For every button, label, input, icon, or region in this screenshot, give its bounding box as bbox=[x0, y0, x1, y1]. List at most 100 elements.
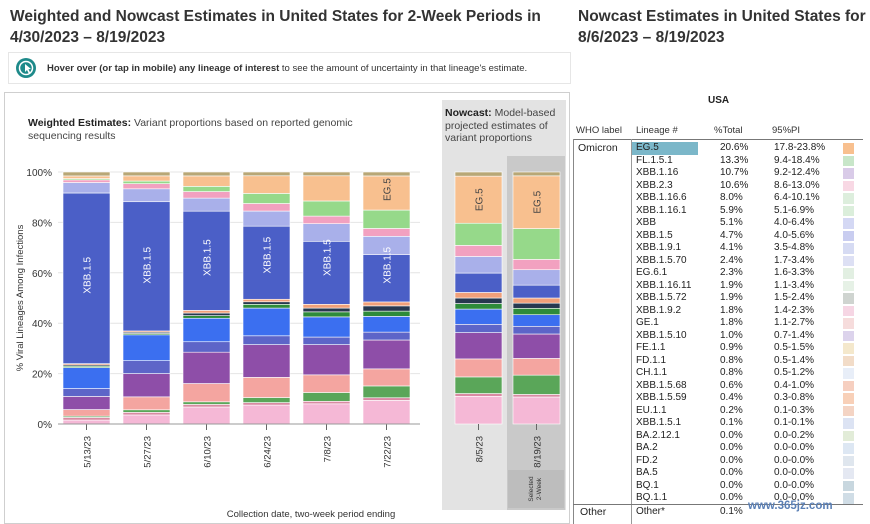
bar-segment[interactable] bbox=[362, 331, 411, 341]
bar-segment[interactable] bbox=[62, 171, 111, 177]
bar-segment[interactable] bbox=[182, 401, 231, 405]
lineage-row[interactable]: BA.5 0.0% 0.0-0.0% bbox=[632, 467, 862, 480]
bar-segment[interactable] bbox=[182, 406, 231, 425]
bar-segment[interactable] bbox=[242, 301, 291, 305]
bar-segment[interactable] bbox=[454, 308, 503, 325]
lineage-row[interactable]: BA.2 0.0% 0.0-0.0% bbox=[632, 442, 862, 455]
bar-segment[interactable] bbox=[182, 351, 231, 384]
lineage-row[interactable]: XBB.1.9.1 4.1% 3.5-4.8% bbox=[632, 242, 862, 255]
bar-segment[interactable] bbox=[122, 373, 171, 398]
bar-segment[interactable] bbox=[242, 307, 291, 337]
bar-segment[interactable] bbox=[302, 200, 351, 217]
bar-segment[interactable] bbox=[512, 374, 561, 395]
lineage-row[interactable]: XBB.1.5.59 0.4% 0.3-0.8% bbox=[632, 392, 862, 405]
lineage-row[interactable]: XBB.1.5.68 0.6% 0.4-1.0% bbox=[632, 380, 862, 393]
bar-segment[interactable] bbox=[302, 374, 351, 393]
bar-segment[interactable] bbox=[454, 396, 503, 425]
bar-segment[interactable] bbox=[362, 385, 411, 399]
bar-segment[interactable] bbox=[362, 301, 411, 307]
bar-segment[interactable] bbox=[454, 292, 503, 299]
bar-segment[interactable] bbox=[302, 403, 351, 425]
bar-segment[interactable] bbox=[242, 203, 291, 212]
bar-segment[interactable] bbox=[512, 314, 561, 327]
bar-segment[interactable] bbox=[182, 186, 231, 192]
bar-segment[interactable] bbox=[182, 175, 231, 187]
bar-segment[interactable] bbox=[122, 334, 171, 361]
bar-segment[interactable] bbox=[122, 171, 171, 177]
bar-segment[interactable] bbox=[242, 397, 291, 403]
bar-segment[interactable] bbox=[242, 171, 291, 177]
bar-segment[interactable] bbox=[182, 191, 231, 199]
bar-segment[interactable] bbox=[62, 409, 111, 417]
bar-segment[interactable] bbox=[302, 316, 351, 338]
lineage-row[interactable]: BQ.1.1 0.0% 0.0-0.0% bbox=[632, 492, 862, 505]
bar-segment[interactable] bbox=[182, 210, 231, 311]
bar-segment[interactable] bbox=[454, 332, 503, 360]
bar-segment[interactable] bbox=[122, 414, 171, 425]
lineage-row[interactable]: BQ.1 0.0% 0.0-0.0% bbox=[632, 480, 862, 493]
bar-segment[interactable] bbox=[62, 367, 111, 389]
bar-segment[interactable] bbox=[122, 409, 171, 413]
bar-segment[interactable] bbox=[454, 324, 503, 333]
bar-segment[interactable] bbox=[362, 368, 411, 387]
lineage-row[interactable]: XBB.1.5.10 1.0% 0.7-1.4% bbox=[632, 330, 862, 343]
bar-segment[interactable] bbox=[242, 402, 291, 406]
bar-segment[interactable] bbox=[302, 344, 351, 376]
bar-segment[interactable] bbox=[454, 376, 503, 394]
lineage-row[interactable]: EG.6.1 2.3% 1.6-3.3% bbox=[632, 267, 862, 280]
bar-segment[interactable] bbox=[454, 175, 503, 224]
bar-segment[interactable] bbox=[62, 175, 111, 179]
bar-segment[interactable] bbox=[242, 210, 291, 227]
bar-segment[interactable] bbox=[62, 192, 111, 364]
lineage-row[interactable]: XBB.1.16.6 8.0% 6.4-10.1% bbox=[632, 192, 862, 205]
bar-segment[interactable] bbox=[242, 303, 291, 309]
lineage-row[interactable]: XBB.1.5.1 0.1% 0.1-0.1% bbox=[632, 417, 862, 430]
bar-segment[interactable] bbox=[302, 215, 351, 224]
bar-segment[interactable] bbox=[242, 225, 291, 300]
bar-segment[interactable] bbox=[454, 222, 503, 246]
bar-segment[interactable] bbox=[454, 256, 503, 274]
bar-segment[interactable] bbox=[512, 284, 561, 299]
bar-segment[interactable] bbox=[62, 388, 111, 397]
bar-segment[interactable] bbox=[362, 209, 411, 229]
bar-segment[interactable] bbox=[302, 303, 351, 309]
lineage-row[interactable]: EG.5 20.6% 17.8-23.8% bbox=[632, 142, 862, 155]
bar-segment[interactable] bbox=[182, 383, 231, 403]
bar-segment[interactable] bbox=[182, 317, 231, 343]
lineage-row[interactable]: EU.1.1 0.2% 0.1-0.3% bbox=[632, 405, 862, 418]
lineage-row[interactable]: XBB.2.3 10.6% 8.6-13.0% bbox=[632, 180, 862, 193]
lineage-row[interactable]: XBB.1.16.11 1.9% 1.1-3.4% bbox=[632, 280, 862, 293]
lineage-row[interactable]: GE.1 1.8% 1.1-2.7% bbox=[632, 317, 862, 330]
bar-segment[interactable] bbox=[182, 171, 231, 177]
bar-segment[interactable] bbox=[512, 297, 561, 304]
bar-segment[interactable] bbox=[182, 404, 231, 408]
bar-segment[interactable] bbox=[302, 171, 351, 177]
bar-segment[interactable] bbox=[454, 245, 503, 257]
bar-segment[interactable] bbox=[512, 396, 561, 425]
bar-segment[interactable] bbox=[122, 175, 171, 182]
lineage-row[interactable]: FE.1.1 0.9% 0.5-1.5% bbox=[632, 342, 862, 355]
bar-segment[interactable] bbox=[122, 412, 171, 416]
bar-segment[interactable] bbox=[302, 311, 351, 318]
bar-segment[interactable] bbox=[512, 307, 561, 316]
bar-segment[interactable] bbox=[302, 307, 351, 313]
bar-segment[interactable] bbox=[512, 302, 561, 309]
bar-segment[interactable] bbox=[454, 358, 503, 378]
bar-segment[interactable] bbox=[122, 360, 171, 374]
bar-segment[interactable] bbox=[512, 228, 561, 260]
bar-segment[interactable] bbox=[302, 401, 351, 405]
bar-segment[interactable] bbox=[512, 394, 561, 398]
lineage-row[interactable]: XBB.1.5.72 1.9% 1.5-2.4% bbox=[632, 292, 862, 305]
lineage-row[interactable]: XBB.1.5.70 2.4% 1.7-3.4% bbox=[632, 255, 862, 268]
bar-segment[interactable] bbox=[362, 305, 411, 312]
lineage-row[interactable]: XBB.1.5 4.7% 4.0-5.6% bbox=[632, 230, 862, 243]
bar-segment[interactable] bbox=[122, 180, 171, 184]
bar-segment[interactable] bbox=[182, 315, 231, 319]
bar-segment[interactable] bbox=[62, 417, 111, 421]
bar-segment[interactable] bbox=[122, 396, 171, 411]
bar-segment[interactable] bbox=[182, 310, 231, 314]
bar-segment[interactable] bbox=[512, 175, 561, 229]
bar-segment[interactable] bbox=[242, 193, 291, 204]
lineage-row[interactable]: XBB.1.16.1 5.9% 5.1-6.9% bbox=[632, 205, 862, 218]
lineage-row[interactable]: FD.2 0.0% 0.0-0.0% bbox=[632, 455, 862, 468]
